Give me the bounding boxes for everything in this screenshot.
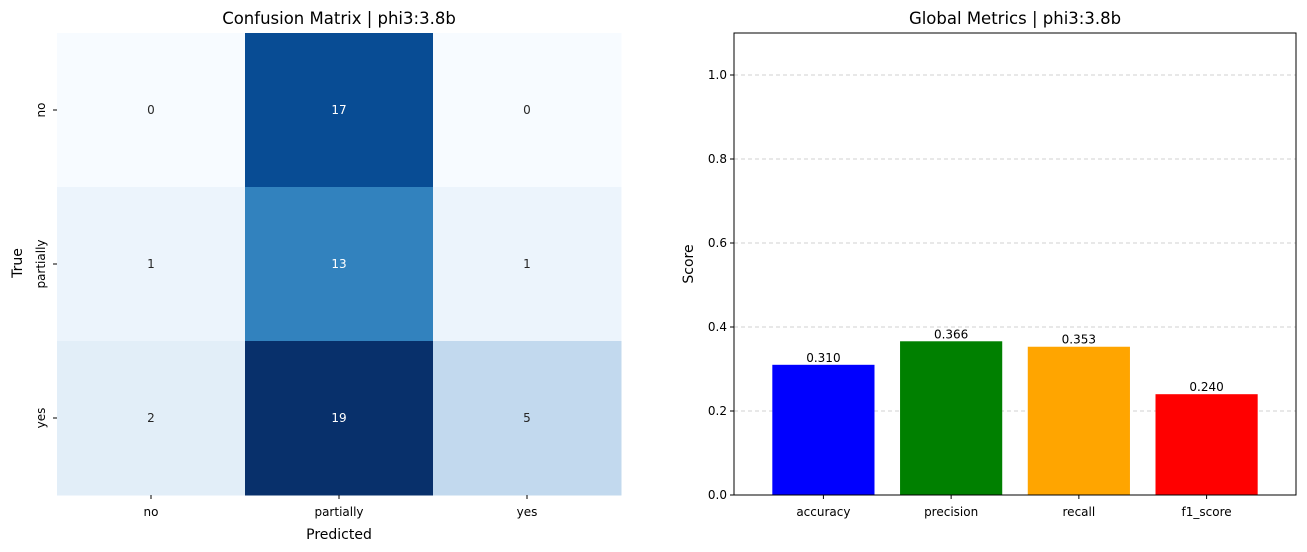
bar-value-label: 0.310 <box>806 351 840 365</box>
heatmap-x-tick-label: yes <box>517 505 538 519</box>
bar-x-tick-label: recall <box>1063 505 1096 519</box>
heatmap-y-tick-label: yes <box>34 408 48 429</box>
heatmap-x-tick-label: no <box>144 505 159 519</box>
heatmap-y-tick-label: no <box>34 103 48 118</box>
bar-x-tick-label: accuracy <box>796 505 850 519</box>
bar-y-axis-label: Score <box>681 244 697 283</box>
heatmap-x-axis-label: Predicted <box>306 527 372 543</box>
bar-axes-spines <box>733 32 1297 496</box>
bar-y-tick-label: 0.4 <box>708 320 727 334</box>
bar-f1_score <box>1155 394 1258 495</box>
confusion-matrix-panel: Confusion Matrix | phi3:3.8b 0 17 0 1 13 1 2 19… <box>10 9 622 543</box>
heatmap-cell <box>57 187 246 342</box>
heatmap-cells: 0 17 0 1 13 1 2 19 5 <box>57 33 622 496</box>
bar-y-tick-label: 0.8 <box>708 152 727 166</box>
global-metrics-title: Global Metrics | phi3:3.8b <box>909 9 1121 28</box>
bar-y-tick-label: 0.0 <box>708 488 727 502</box>
heatmap-cell-value: 17 <box>331 103 346 117</box>
heatmap-cell <box>57 341 246 496</box>
bar-value-label: 0.353 <box>1062 333 1096 347</box>
bar-value-label: 0.366 <box>934 327 968 341</box>
bar-accuracy <box>772 364 875 495</box>
bar-y-tick-label: 0.6 <box>708 236 727 250</box>
heatmap-x-ticks: no partially yes <box>144 495 538 519</box>
heatmap-y-ticks: no partially yes <box>34 103 57 429</box>
bar-series <box>772 341 1258 495</box>
heatmap-cell <box>433 33 622 188</box>
bar-axes-frame <box>733 32 1297 496</box>
bar-x-ticks: accuracy precision recall f1_score <box>796 495 1232 519</box>
heatmap-cell-value: 5 <box>523 411 531 425</box>
heatmap-cell-value: 19 <box>331 411 346 425</box>
heatmap-cell-value: 13 <box>331 257 346 271</box>
heatmap-cell <box>245 341 434 496</box>
bar-value-labels: 0.310 0.366 0.353 0.240 <box>806 327 1224 394</box>
bar-y-tick-label: 0.2 <box>708 404 727 418</box>
heatmap-cell-value: 1 <box>523 257 531 271</box>
bar-y-tick-label: 1.0 <box>708 68 727 82</box>
confusion-matrix-title: Confusion Matrix | phi3:3.8b <box>222 9 456 28</box>
bar-value-label: 0.240 <box>1189 380 1223 394</box>
heatmap-cell <box>245 33 434 188</box>
heatmap-cell-value: 0 <box>523 103 531 117</box>
heatmap-x-tick-label: partially <box>314 505 363 519</box>
bar-x-tick-label: f1_score <box>1182 505 1232 519</box>
heatmap-cell <box>433 341 622 496</box>
heatmap-y-axis-label: True <box>10 248 26 279</box>
heatmap-y-tick-label: partially <box>34 239 48 288</box>
heatmap-cell <box>433 187 622 342</box>
bar-y-ticks: 0.0 0.2 0.4 0.6 0.8 1.0 <box>708 68 734 502</box>
bar-recall <box>1027 346 1130 495</box>
bar-precision <box>900 341 1003 495</box>
heatmap-cell <box>57 33 246 188</box>
heatmap-cell-value: 2 <box>147 411 155 425</box>
heatmap-cell-value: 1 <box>147 257 155 271</box>
heatmap-cell <box>245 187 434 342</box>
bar-x-tick-label: precision <box>924 505 978 519</box>
heatmap-cell-value: 0 <box>147 103 155 117</box>
